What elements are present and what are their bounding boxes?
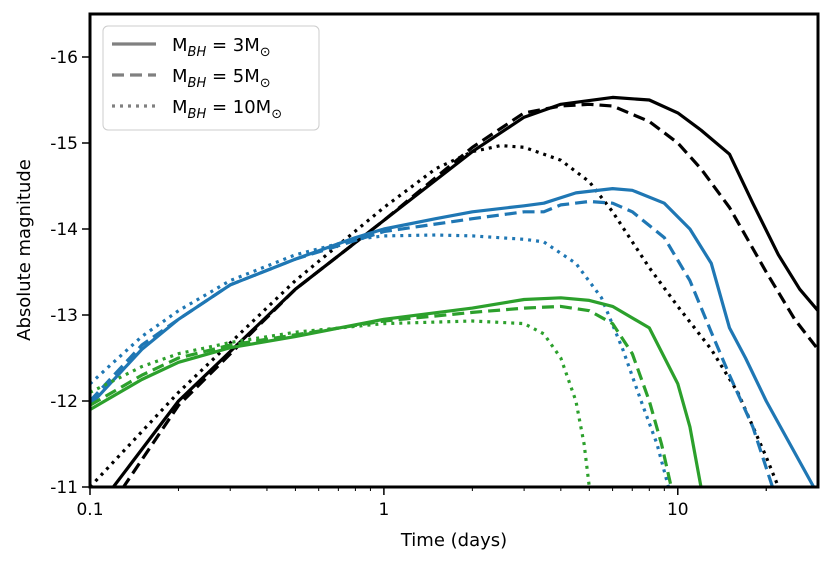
legend-label: MBH = 10M⊙ bbox=[172, 97, 282, 122]
legend-label: MBH = 3M⊙ bbox=[172, 35, 271, 60]
y-tick-label: -12 bbox=[50, 392, 78, 412]
series-line-7 bbox=[90, 296, 703, 487]
legend-box bbox=[102, 25, 320, 131]
y-axis-label: Absolute magnitude bbox=[14, 159, 35, 341]
y-tick-label: -15 bbox=[50, 134, 78, 154]
plot-frame bbox=[88, 12, 820, 489]
y-tick-label: -14 bbox=[50, 220, 78, 240]
series-line-2 bbox=[119, 102, 818, 487]
series-line-8 bbox=[90, 304, 673, 487]
series-line-3 bbox=[90, 144, 780, 487]
y-tick-label: -16 bbox=[50, 48, 78, 68]
legend: MBH = 3M⊙ MBH = 5M⊙ MBH = 10M⊙ bbox=[102, 25, 320, 131]
y-tick-label: -11 bbox=[50, 478, 78, 498]
series-line-5 bbox=[90, 199, 775, 487]
series-line-1 bbox=[111, 95, 818, 487]
x-tick-label: 0.1 bbox=[76, 500, 103, 520]
y-axis: -11 -12 -13 -14 -15 -16 bbox=[50, 48, 90, 498]
series-line-9 bbox=[90, 319, 591, 487]
x-axis-label: Time (days) bbox=[400, 530, 507, 551]
x-axis: 0.1 1 10 bbox=[76, 487, 767, 520]
y-tick-label: -13 bbox=[50, 306, 78, 326]
series-lines bbox=[90, 95, 818, 487]
x-tick-label: 10 bbox=[667, 500, 689, 520]
legend-label: MBH = 5M⊙ bbox=[172, 66, 271, 91]
x-tick-label: 1 bbox=[378, 500, 389, 520]
series-line-6 bbox=[90, 233, 671, 487]
